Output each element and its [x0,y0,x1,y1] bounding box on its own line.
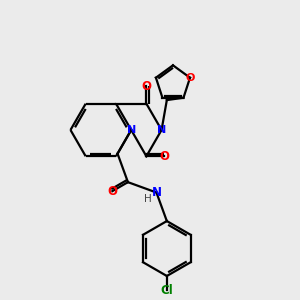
Text: O: O [185,73,195,83]
Text: N: N [127,125,136,135]
Text: O: O [159,150,169,163]
Text: Cl: Cl [160,284,173,297]
Text: H: H [145,194,152,204]
Text: N: N [157,125,166,135]
Text: O: O [107,184,117,198]
Text: O: O [141,80,152,93]
Text: N: N [152,186,161,199]
